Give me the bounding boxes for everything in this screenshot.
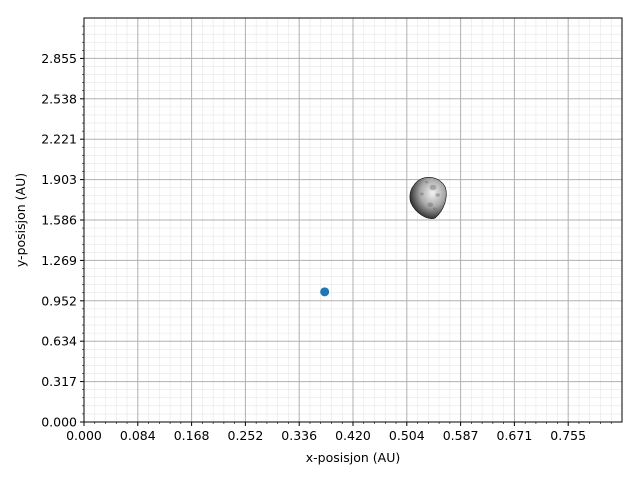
y-tick-label: 1.269 (41, 253, 77, 268)
x-tick-label: 0.336 (281, 428, 317, 443)
y-tick-label: 0.000 (41, 415, 77, 430)
y-tick-label: 2.855 (41, 51, 77, 66)
x-tick-label: 0.084 (120, 428, 156, 443)
asteroid-icon (409, 176, 447, 219)
y-tick-label: 1.903 (41, 172, 77, 187)
x-axis-label: x-posisjon (AU) (306, 450, 400, 465)
x-tick-label: 0.587 (443, 428, 479, 443)
x-tick-label: 0.000 (66, 428, 102, 443)
x-tick-label: 0.671 (497, 428, 533, 443)
x-tick-label: 0.420 (335, 428, 371, 443)
y-tick-label: 1.586 (41, 213, 77, 228)
x-tick-label: 0.252 (228, 428, 264, 443)
x-tick-label: 0.168 (174, 428, 210, 443)
axis-ticks: 0.000 0.084 0.168 0.252 0.336 0.420 0.504 0.587… (41, 25, 612, 443)
x-tick-label: 0.504 (389, 428, 425, 443)
x-tick-label: 0.755 (550, 428, 586, 443)
scatter-point (320, 287, 330, 297)
y-tick-label: 0.634 (41, 334, 77, 349)
y-tick-label: 2.221 (41, 132, 77, 147)
y-tick-label: 0.317 (41, 374, 77, 389)
y-axis-label: y-posisjon (AU) (13, 173, 28, 267)
plot-marks (320, 176, 447, 297)
y-tick-label: 0.952 (41, 293, 77, 308)
y-tick-label: 2.538 (41, 91, 77, 106)
